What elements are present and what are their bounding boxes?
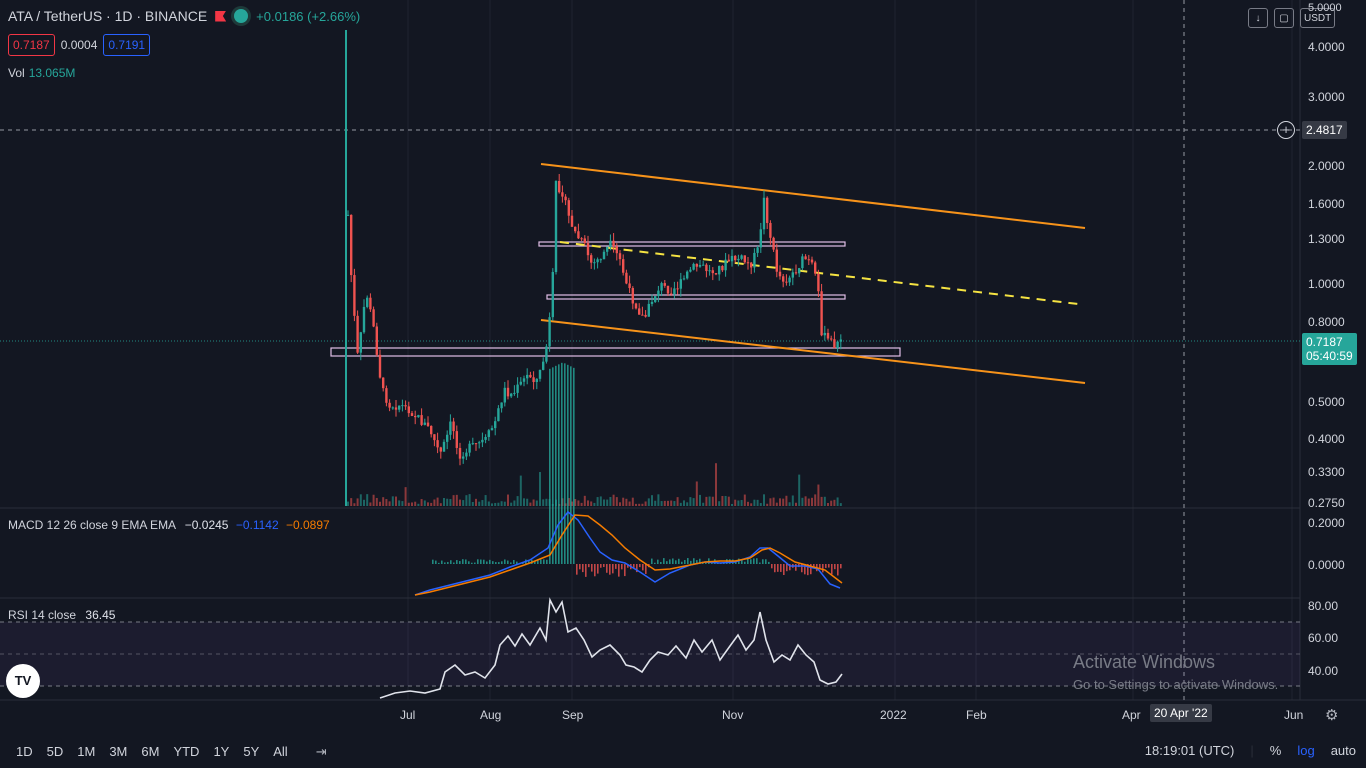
range-1m[interactable]: 1M	[77, 744, 96, 759]
range-3m[interactable]: 3M	[109, 744, 128, 759]
ask-price[interactable]: 0.7191	[103, 34, 151, 56]
range-6m[interactable]: 6M	[141, 744, 160, 759]
price-change: +0.0186 (+2.66%)	[256, 8, 361, 24]
price-axis-label: 1.6000	[1308, 197, 1345, 211]
rsi-axis-label: 60.00	[1308, 631, 1339, 645]
currency-selector[interactable]: USDT	[1300, 8, 1336, 28]
macd-line	[414, 510, 841, 596]
last-price-tag: 0.7187 05:40:59	[1302, 333, 1357, 365]
crosshair-date-tag: 20 Apr '22	[1150, 704, 1212, 722]
range-1y[interactable]: 1Y	[213, 744, 230, 759]
fullscreen-icon[interactable]: ▢	[1274, 8, 1294, 28]
log-toggle[interactable]: log	[1297, 743, 1315, 758]
percent-toggle[interactable]: %	[1269, 743, 1282, 758]
add-plus-icon[interactable]: +	[1277, 121, 1295, 139]
macd-value-1: −0.0245	[184, 518, 229, 532]
time-axis-label: Nov	[722, 708, 744, 722]
range-selector: 1D 5D 1M 3M 6M YTD 1Y 5Y All ⇥	[16, 744, 327, 760]
price-axis-label: 0.2750	[1308, 496, 1345, 510]
crosshair-price-tag: 2.4817	[1302, 121, 1347, 139]
rsi-axis-label: 80.00	[1308, 599, 1339, 613]
price-axis-label: 0.8000	[1308, 315, 1345, 329]
symbol-title[interactable]: ATA / TetherUS · 1D · BINANCE	[8, 8, 208, 24]
macd-value-3: −0.0897	[285, 518, 330, 532]
utc-clock[interactable]: 18:19:01 (UTC)	[1144, 743, 1235, 758]
auto-toggle[interactable]: auto	[1330, 743, 1356, 758]
price-axis-label: 0.5000	[1308, 395, 1345, 409]
tradingview-logo[interactable]: TV	[6, 664, 40, 698]
volume-legend: Vol 13.065M	[8, 66, 75, 80]
time-axis-label: Jul	[400, 708, 416, 722]
range-5d[interactable]: 5D	[46, 744, 64, 759]
price-candles	[346, 173, 842, 466]
time-axis-label: Sep	[562, 708, 584, 722]
bar-countdown: 05:40:59	[1306, 349, 1353, 363]
price-axis-label: 1.3000	[1308, 232, 1345, 246]
settings-gear-icon[interactable]: ⚙	[1325, 707, 1339, 724]
macd-legend[interactable]: MACD 12 26 close 9 EMA EMA −0.0245 −0.11…	[8, 518, 330, 532]
rsi-axis-label: 40.00	[1308, 664, 1339, 678]
market-status-icon	[234, 9, 249, 23]
time-axis-label: Jun	[1284, 708, 1304, 722]
macd-axis-label: 0.2000	[1308, 516, 1345, 530]
range-ytd[interactable]: YTD	[173, 744, 200, 759]
price-axis-label: 2.0000	[1308, 159, 1345, 173]
macd-histogram	[432, 362, 842, 577]
spread-value: 0.0004	[60, 38, 98, 52]
volume-label: Vol	[8, 66, 25, 80]
rsi-value: 36.45	[85, 608, 116, 622]
rsi-label: RSI 14 close	[8, 608, 77, 622]
price-axis-label: 0.3300	[1308, 465, 1345, 479]
chart-controls: ↓ ▢ USDT	[1248, 8, 1336, 28]
time-axis-label: 2022	[880, 708, 907, 722]
time-axis-label: Feb	[966, 708, 987, 722]
price-axis-label: 3.0000	[1308, 90, 1345, 104]
y-axis-top: 5.0000	[1308, 2, 1342, 14]
bid-ask-box: 0.7187 0.0004 0.7191	[8, 34, 151, 56]
macd-axis-label: 0.0000	[1308, 558, 1345, 572]
rsi-legend[interactable]: RSI 14 close 36.45	[8, 608, 115, 622]
watermark-title: Activate Windows	[1073, 652, 1216, 672]
macd-label: MACD 12 26 close 9 EMA EMA	[8, 518, 176, 532]
date-range-icon[interactable]: ⇥	[315, 744, 327, 759]
volume-value: 13.065M	[28, 66, 76, 80]
bottom-right-controls: 18:19:01 (UTC) | % log auto	[1144, 743, 1356, 758]
volume-bars	[347, 463, 842, 506]
price-axis-label: 0.4000	[1308, 432, 1345, 446]
rsi-line	[379, 597, 843, 699]
price-axis-label: 1.0000	[1308, 277, 1345, 291]
time-axis-label: Apr	[1122, 708, 1141, 722]
watermark-subtitle: Go to Settings to activate Windows.	[1073, 677, 1279, 692]
last-price: 0.7187	[1306, 335, 1343, 349]
range-1d[interactable]: 1D	[16, 744, 33, 759]
range-all[interactable]: All	[273, 744, 288, 759]
flag-icon[interactable]	[215, 10, 227, 22]
macd-signal-line	[414, 514, 843, 596]
macd-value-2: −0.1142	[235, 518, 279, 532]
time-axis-label: Aug	[480, 708, 502, 722]
range-5y[interactable]: 5Y	[243, 744, 260, 759]
price-axis-label: 4.0000	[1308, 40, 1345, 54]
symbol-header[interactable]: ATA / TetherUS · 1D · BINANCE +0.0186 (+…	[8, 8, 360, 24]
arrow-down-icon[interactable]: ↓	[1248, 8, 1268, 28]
bid-price[interactable]: 0.7187	[8, 34, 55, 56]
